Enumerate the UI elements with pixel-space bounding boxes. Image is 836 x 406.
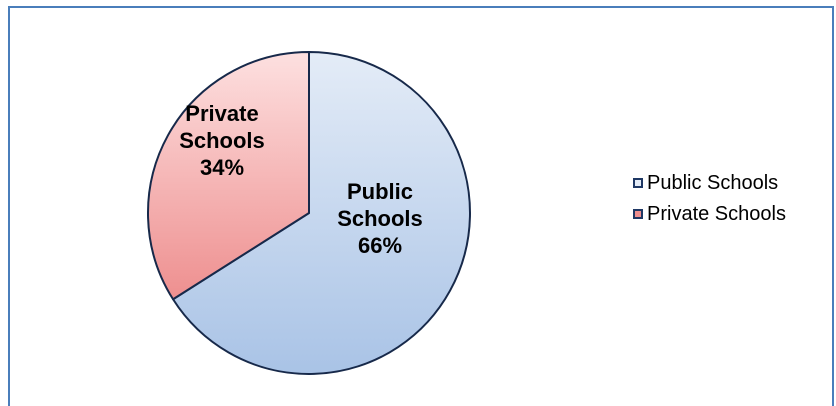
legend-swatch-public-schools — [633, 178, 643, 188]
legend-label-private-schools: Private Schools — [647, 202, 786, 225]
label-private-schools-line: Schools — [179, 128, 265, 153]
chart-frame — [8, 6, 834, 406]
label-public-schools: Public Schools 66% — [337, 179, 423, 258]
label-private-schools-line: 34% — [200, 155, 244, 180]
pie-chart: Public Schools 66%Private Schools 34% — [147, 51, 471, 375]
legend-swatch-private-schools — [633, 209, 643, 219]
legend-item-private-schools: Private Schools — [633, 201, 786, 227]
label-private-schools-line: Private — [185, 101, 258, 126]
pie-labels: Public Schools 66%Private Schools 34% — [179, 101, 423, 258]
label-public-schools-line: 66% — [358, 233, 402, 258]
slice-public-schools — [172, 51, 471, 375]
legend-item-public-schools: Public Schools — [633, 170, 786, 196]
label-public-schools-line: Public — [347, 179, 413, 204]
legend: Public Schools Private Schools — [633, 170, 786, 232]
legend-label-public-schools: Public Schools — [647, 171, 779, 194]
pie-slices — [147, 51, 471, 375]
slice-private-schools — [147, 51, 310, 301]
label-private-schools: Private Schools 34% — [179, 101, 265, 180]
label-public-schools-line: Schools — [337, 206, 423, 231]
